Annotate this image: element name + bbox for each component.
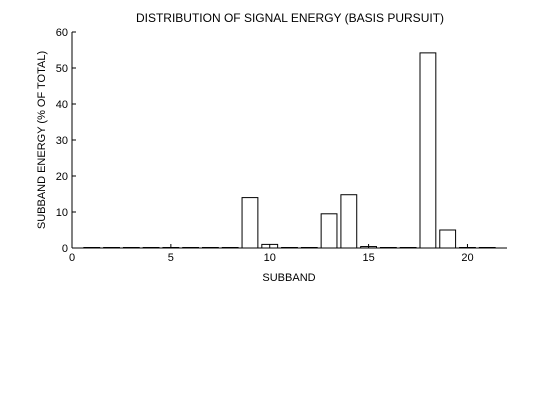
x-tick-label: 20 [461, 252, 473, 264]
y-axis-label: SUBBAND ENERGY (% OF TOTAL) [36, 51, 48, 229]
y-tick-label: 40 [56, 99, 68, 111]
bar-subband-14 [340, 194, 358, 249]
y-tick-label: 0 [62, 243, 68, 255]
bar-subband-13 [320, 213, 338, 249]
x-tick-label: 5 [168, 252, 174, 264]
chart-title: DISTRIBUTION OF SIGNAL ENERGY (BASIS PUR… [136, 11, 444, 25]
bar-subband-19 [439, 229, 457, 249]
y-tick-label: 10 [56, 207, 68, 219]
x-tick-label: 10 [264, 252, 276, 264]
bar-subband-18 [419, 52, 437, 249]
y-tick-label: 50 [56, 63, 68, 75]
x-tick-label: 0 [69, 252, 75, 264]
y-tick-label: 30 [56, 135, 68, 147]
bar-subband-9 [241, 197, 259, 249]
x-tick-label: 15 [362, 252, 374, 264]
x-axis-label: SUBBAND [262, 272, 315, 284]
y-tick-label: 20 [56, 171, 68, 183]
axes: 0 5 10 15 20 0 10 20 30 40 50 60 [56, 27, 507, 264]
y-tick-label: 60 [56, 27, 68, 39]
bar-group [83, 52, 496, 249]
